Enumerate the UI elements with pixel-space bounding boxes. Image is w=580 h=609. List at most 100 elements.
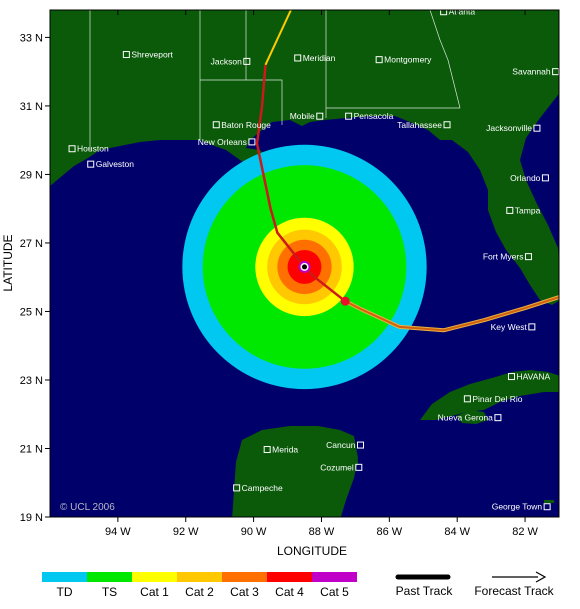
city-label: HAVANA [516,372,550,382]
legend: TD TS Cat 1 Cat 2 Cat 3 Cat 4 Cat 5 Past Track F… [42,571,555,599]
city-baton-rouge: Baton Rouge [212,120,271,130]
y-tick-label: 23 N [20,375,43,387]
city-pensacola: Pensacola [345,111,394,121]
y-tick-label: 31 N [20,101,43,113]
y-tick-label: 25 N [20,306,43,318]
city-label: Houston [77,144,109,154]
city-atlanta: Atlanta [440,10,475,17]
city-marker [316,112,324,120]
city-marker [263,446,271,454]
legend-label: Cat 5 [320,585,349,599]
x-tick-label: 84 W [444,526,470,538]
city-george-town: George Town [492,502,551,512]
state-borders [89,10,461,150]
city-label: Jackson [211,56,242,66]
city-marker [533,124,541,132]
legend-swatch-cat-3 [222,572,267,582]
city-marker [463,395,471,403]
legend-swatch-cat-1 [132,572,177,582]
x-tick-label: 82 W [512,526,538,538]
city-marker [68,145,76,153]
city-shreveport: Shreveport [122,50,174,60]
legend-swatch-cat-4 [267,572,312,582]
x-tick-label: 86 W [376,526,402,538]
city-label: Fort Myers [483,252,524,262]
city-label: Nueva Gerona [438,413,494,423]
city-marker [506,206,514,214]
city-pinar-del-rio: Pinar Del Rio [463,394,523,404]
eye-center [302,264,307,270]
city-label: Key West [491,322,528,332]
city-marker [356,441,364,449]
city-key-west: Key West [491,322,536,332]
legend-past-track-label: Past Track [396,584,454,598]
legend-forecast-arrow-icon [535,571,547,583]
copyright-text: © UCL 2006 [60,502,115,513]
city-merida: Merida [263,445,298,455]
plot-frame [49,9,560,518]
city-galveston: Galveston [87,159,135,169]
city-label: Tallahassee [397,120,442,130]
city-jackson: Jackson [211,56,251,66]
city-marker [494,414,502,422]
y-tick-label: 27 N [20,238,43,250]
map-axes: 94 W 92 W 90 W 88 W 86 W 84 W 82 W 19 N 21 N 23 N… [20,9,560,538]
legend-label: Cat 2 [185,585,214,599]
city-marker [294,54,302,62]
legend-swatch-td [42,572,87,582]
city-markers: Atlanta Shreveport Jackson Meridian Montgome… [68,10,559,512]
city-marker [440,10,448,16]
legend-label: TS [102,585,117,599]
storm-eye [298,260,311,273]
city-label: Galveston [96,159,135,169]
land-united-states [50,10,559,305]
y-tick-label: 29 N [20,169,43,181]
city-label: Merida [272,445,298,455]
land-grand-cayman [544,500,554,503]
land-cuba [420,370,559,420]
city-label: George Town [492,502,543,512]
city-cozumel: Cozumel [320,462,363,472]
forecast-track-line [255,64,346,303]
legend-swatch-cat-2 [177,572,222,582]
city-label: Savannah [512,67,551,77]
city-label: Cancun [326,440,356,450]
city-mobile: Mobile [290,111,324,121]
forecast-track-line-inland [264,10,292,66]
x-axis-title: LONGITUDE [277,544,347,558]
city-nueva-gerona: Nueva Gerona [438,413,502,423]
city-label: Shreveport [131,50,173,60]
city-orlando: Orlando [510,173,549,183]
city-montgomery: Montgomery [375,55,432,65]
city-label: New Orleans [198,137,247,147]
land-isla-juventud [456,410,488,424]
city-label: Baton Rouge [221,120,271,130]
past-track-line [344,296,559,332]
city-label: Cozumel [320,462,354,472]
city-marker [524,253,532,261]
y-tick-label: 19 N [20,512,43,524]
city-marker [375,56,383,64]
city-label: Pensacola [354,111,394,121]
city-marker [212,121,220,129]
city-label: Campeche [242,483,283,493]
landmasses [50,10,559,517]
city-tampa: Tampa [506,205,541,215]
city-marker [345,112,353,120]
city-marker [528,323,536,331]
city-cancun: Cancun [326,440,364,450]
x-tick-label: 92 W [173,526,199,538]
plot-area: Atlanta Shreveport Jackson Meridian Montgome… [50,10,559,517]
city-label: Orlando [510,173,541,183]
city-marker [248,138,256,146]
legend-swatch-ts [87,572,132,582]
legend-forecast-track-label: Forecast Track [474,584,554,598]
city-marker [543,503,551,511]
city-label: Mobile [290,111,315,121]
city-fort-myers: Fort Myers [483,252,532,262]
city-label: Montgomery [384,55,432,65]
y-tick-label: 21 N [20,443,43,455]
city-tallahassee: Tallahassee [397,120,451,130]
land-yucatan [232,426,358,517]
